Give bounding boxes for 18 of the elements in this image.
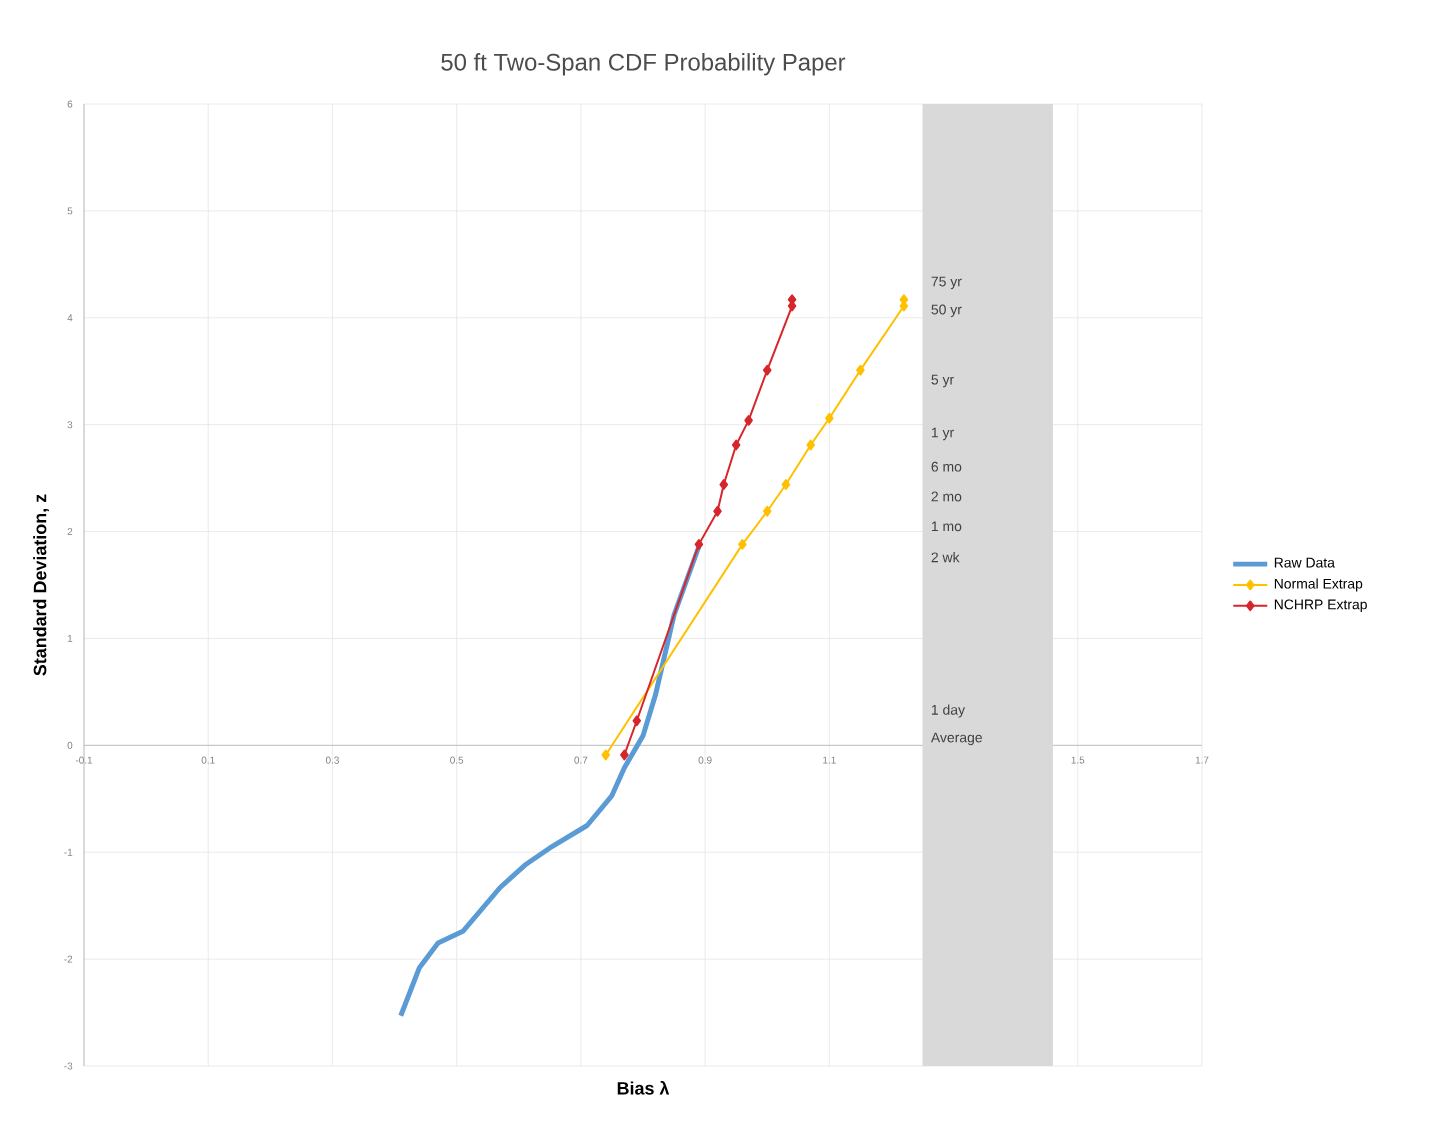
point xyxy=(762,505,772,517)
point xyxy=(738,539,747,550)
point xyxy=(694,539,704,550)
point xyxy=(620,749,629,761)
point xyxy=(781,479,791,490)
point xyxy=(731,439,741,451)
y-axis-title: Standard Deviation, z xyxy=(33,494,49,676)
point xyxy=(601,749,611,761)
point xyxy=(825,412,834,424)
point xyxy=(856,364,865,376)
point xyxy=(719,479,729,490)
point xyxy=(744,415,753,426)
point xyxy=(762,364,772,376)
chart-title: 50 ft Two-Span CDF Probability Paper xyxy=(441,53,846,76)
x-axis-title: Bias λ xyxy=(617,1081,670,1095)
point xyxy=(806,439,815,451)
point xyxy=(713,505,722,517)
point xyxy=(632,715,642,727)
